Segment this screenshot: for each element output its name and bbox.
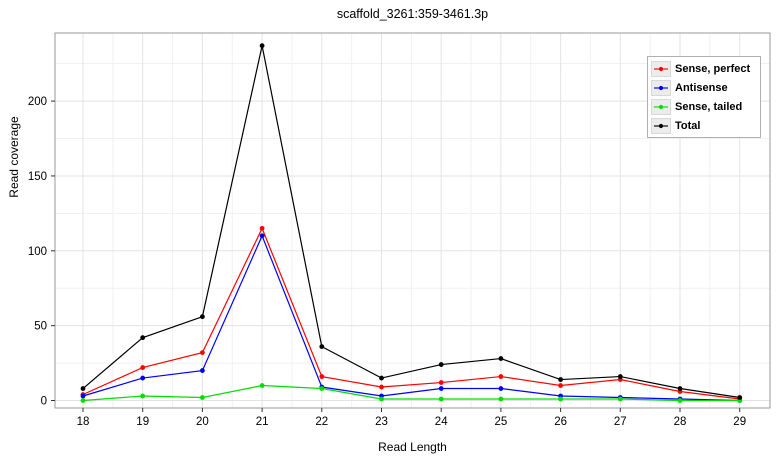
legend-label-sense-tailed: Sense, tailed [675,100,743,113]
svg-text:24: 24 [435,416,448,428]
legend-item-antisense: Antisense [651,78,757,97]
svg-text:21: 21 [256,416,269,428]
legend-key-total-icon [651,117,671,134]
svg-text:20: 20 [196,416,209,428]
svg-text:18: 18 [77,416,90,428]
y-axis-label: Read coverage [7,116,21,198]
legend: Sense, perfect Antisense Sense, tailed T… [647,56,761,138]
y-tick-labels: 0 50 100 150 200 [28,96,47,407]
series-total [80,43,743,400]
svg-text:200: 200 [28,96,47,108]
legend-key-sense-tailed-icon [651,98,671,115]
svg-text:50: 50 [34,321,47,333]
chart-title: scaffold_3261:359-3461.3p [336,7,489,21]
legend-key-antisense-icon [651,79,671,96]
x-tick-labels: 18 19 20 21 22 23 24 25 26 27 28 29 [77,416,746,428]
svg-text:26: 26 [554,416,567,428]
svg-text:23: 23 [375,416,388,428]
legend-key-sense-perfect-icon [651,60,671,77]
legend-item-sense-perfect: Sense, perfect [651,59,757,78]
svg-text:0: 0 [41,396,47,408]
axis-ticks [51,100,741,412]
legend-item-sense-tailed: Sense, tailed [651,97,757,116]
svg-text:150: 150 [28,171,47,183]
x-axis-label: Read Length [378,440,447,454]
svg-text:19: 19 [136,416,149,428]
svg-text:28: 28 [674,416,687,428]
svg-text:29: 29 [733,416,746,428]
legend-item-total: Total [651,116,757,135]
svg-text:27: 27 [614,416,627,428]
grid-major [55,33,770,408]
svg-text:25: 25 [495,416,508,428]
legend-label-antisense: Antisense [675,81,728,94]
panel-border [54,32,771,409]
legend-label-total: Total [675,119,701,132]
svg-text:22: 22 [315,416,328,428]
svg-text:100: 100 [28,246,47,258]
legend-label-sense-perfect: Sense, perfect [675,62,751,75]
